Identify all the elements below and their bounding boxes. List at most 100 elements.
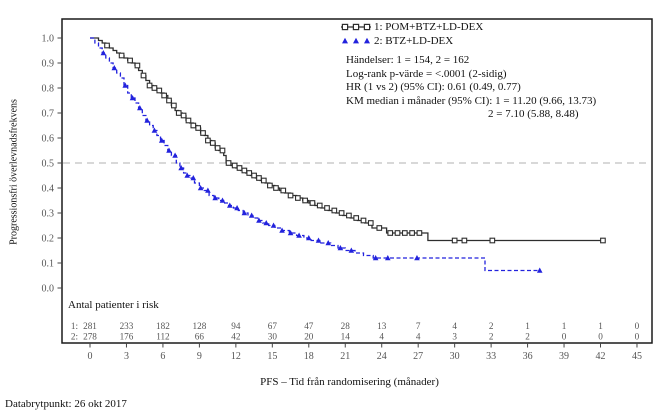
censor-marker-square (451, 237, 458, 244)
risk-table-title: Antal patienter i risk (68, 299, 159, 311)
risk-count: 66 (195, 332, 205, 342)
censor-marker-triangle (197, 185, 204, 191)
risk-count: 2 (489, 321, 494, 331)
censor-marker-square (195, 125, 202, 131)
stat-km-median-arm2: 2 = 7.10 (5.88, 8.48) (488, 108, 579, 120)
censor-marker-square (316, 202, 323, 209)
risk-count: 7 (416, 321, 421, 331)
censor-marker-triangle (384, 255, 391, 261)
x-tick-label: 24 (377, 351, 387, 362)
censor-marker-triangle (296, 232, 302, 238)
risk-count: 182 (156, 321, 170, 331)
risk-count: 281 (83, 321, 97, 331)
censor-marker-square (127, 57, 133, 64)
censor-marker-triangle (205, 187, 211, 193)
censor-marker-triangle (248, 212, 255, 218)
risk-count: 278 (83, 332, 97, 342)
censor-marker-square (309, 200, 316, 206)
censor-marker-square (156, 87, 163, 94)
y-tick-label: 0.4 (42, 184, 55, 195)
censor-marker-triangle (234, 205, 240, 211)
censor-marker-square (134, 62, 141, 69)
censor-marker-square (416, 230, 423, 236)
y-tick-label: 0.8 (42, 84, 55, 95)
censor-marker-square (104, 42, 110, 49)
censor-marker-triangle (325, 240, 332, 246)
censor-marker-square (161, 92, 167, 99)
risk-count: 0 (598, 332, 603, 342)
censor-marker-square (166, 97, 172, 104)
censor-marker-square (324, 205, 330, 211)
y-axis-title: Progressionsfri överlevnadsfrekvens (8, 99, 20, 245)
censor-marker-triangle (122, 82, 129, 88)
y-tick-label: 0.7 (42, 109, 55, 120)
censor-marker-square (387, 230, 394, 236)
censor-marker-square (214, 145, 221, 151)
risk-count: 4 (416, 332, 421, 342)
censor-marker-triangle (226, 202, 233, 208)
x-tick-label: 9 (197, 351, 202, 362)
legend-open-square-icon (363, 23, 371, 31)
censor-marker-square (219, 147, 226, 154)
censor-marker-triangle (256, 217, 262, 223)
censor-marker-square (246, 170, 253, 176)
risk-count: 4 (452, 321, 457, 331)
censor-marker-triangle (414, 255, 420, 261)
censor-marker-square (200, 130, 206, 136)
censor-marker-square (241, 167, 248, 174)
censor-marker-triangle (158, 137, 165, 143)
risk-count: 20 (304, 332, 314, 342)
data-cutoff-note: Databrytpunkt: 26 okt 2017 (5, 398, 127, 410)
censor-marker-square (151, 85, 158, 91)
risk-count: 233 (120, 321, 134, 331)
censor-marker-triangle (348, 247, 355, 253)
y-tick-label: 0.1 (42, 259, 55, 270)
censor-marker-square (251, 172, 257, 179)
y-tick-label: 0.2 (42, 234, 55, 245)
censor-marker-triangle (172, 152, 178, 158)
censor-marker-square (461, 237, 468, 244)
x-tick-label: 0 (88, 351, 93, 362)
risk-count: 4 (379, 332, 384, 342)
censor-marker-square (367, 220, 374, 226)
censor-marker-square (394, 230, 401, 236)
x-tick-label: 30 (450, 351, 460, 362)
risk-count: 176 (120, 332, 134, 342)
censor-marker-triangle (270, 222, 277, 228)
censor-marker-square (225, 160, 232, 166)
y-tick-label: 0.6 (42, 134, 55, 145)
x-tick-label: 21 (340, 351, 350, 362)
censor-marker-square (409, 230, 415, 236)
y-tick-label: 1.0 (42, 34, 55, 45)
censor-marker-square (260, 177, 267, 184)
risk-count: 0 (635, 321, 640, 331)
x-tick-label: 39 (559, 351, 569, 362)
plot-frame (61, 18, 653, 344)
censor-marker-triangle (100, 50, 107, 56)
y-tick-label: 0.9 (42, 59, 55, 70)
legend-label-arm2: 2: BTZ+LD-DEX (374, 34, 454, 47)
censor-marker-square (287, 192, 294, 199)
x-tick-label: 15 (267, 351, 277, 362)
stat-events: Händelser: 1 = 154, 2 = 162 (346, 54, 470, 66)
censor-marker-triangle (190, 175, 197, 181)
censor-marker-square (273, 185, 279, 191)
x-tick-label: 6 (160, 351, 165, 362)
stat-km-median-arm1: KM median i månader (95% CI): 1 = 11.20 … (346, 94, 597, 107)
risk-count: 94 (231, 321, 241, 331)
legend-filled-triangle-icon (353, 37, 359, 44)
y-tick-label: 0.0 (42, 284, 55, 295)
censor-marker-square (338, 210, 345, 216)
censor-marker-triangle (372, 255, 379, 261)
risk-count: 67 (268, 321, 278, 331)
censor-marker-triangle (184, 172, 191, 178)
censor-marker-square (353, 215, 360, 221)
censor-marker-triangle (151, 127, 158, 133)
risk-row-label: 1: (71, 321, 78, 331)
censor-marker-square (185, 117, 192, 124)
legend-open-square-icon (352, 23, 360, 31)
censor-marker-triangle (315, 237, 322, 243)
censor-marker-square (302, 197, 308, 204)
censor-marker-triangle (137, 105, 143, 111)
